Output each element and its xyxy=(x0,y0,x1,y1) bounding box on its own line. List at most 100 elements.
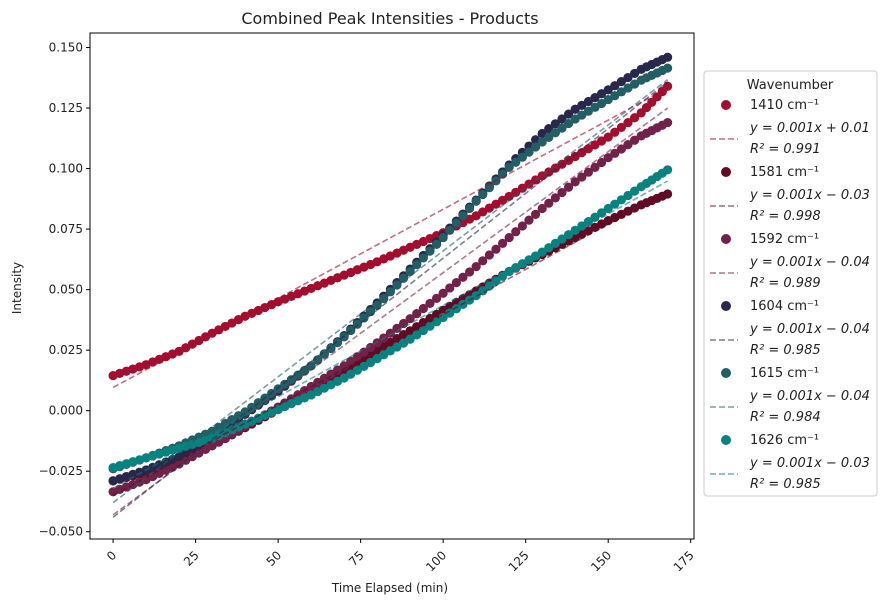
legend-marker xyxy=(721,234,731,244)
legend: Wavenumber 1410 cm⁻¹ y = 0.001x + 0.01 R² … xyxy=(703,70,878,497)
legend-fit-equation: y = 0.001x − 0.03 xyxy=(749,188,870,203)
plot-area xyxy=(89,32,695,540)
data-point xyxy=(511,227,521,237)
legend-marker xyxy=(721,435,731,445)
data-point xyxy=(471,262,481,272)
data-point xyxy=(557,114,567,124)
data-point xyxy=(326,343,336,354)
legend-entry-2: 1592 cm⁻¹ y = 0.001x − 0.04 R² = 0.989 xyxy=(710,232,870,291)
data-point xyxy=(563,118,574,129)
data-point xyxy=(544,124,554,134)
data-point xyxy=(583,167,593,177)
data-point xyxy=(663,81,673,91)
series-layer xyxy=(108,52,673,518)
y-tick-label: −0.050 xyxy=(39,525,83,539)
data-point xyxy=(623,140,633,150)
data-point xyxy=(332,338,343,348)
data-point xyxy=(629,68,640,79)
data-point xyxy=(445,225,455,235)
data-point xyxy=(603,153,613,163)
data-point xyxy=(451,304,461,314)
data-point xyxy=(663,52,673,62)
legend-marker xyxy=(721,368,731,378)
data-point xyxy=(544,132,554,142)
data-point xyxy=(319,349,329,359)
data-point xyxy=(663,117,673,128)
data-point xyxy=(663,63,673,73)
y-tick-label: 0.050 xyxy=(49,283,83,297)
legend-fit-equation: y = 0.001x − 0.04 xyxy=(749,255,870,270)
data-point xyxy=(563,182,574,192)
data-point xyxy=(392,323,402,333)
data-point xyxy=(352,352,362,362)
data-point xyxy=(504,162,514,172)
legend-fit-r2: R² = 0.984 xyxy=(750,410,821,425)
data-point xyxy=(412,260,422,270)
data-point xyxy=(504,191,514,202)
legend-box xyxy=(703,70,878,497)
data-point xyxy=(451,278,461,288)
legend-fit-equation: y = 0.001x − 0.03 xyxy=(749,456,870,471)
fit-line-1 xyxy=(112,190,668,497)
data-point xyxy=(524,147,534,157)
data-point xyxy=(497,238,508,248)
legend-entry-5: 1626 cm⁻¹ y = 0.001x − 0.03 R² = 0.985 xyxy=(710,433,870,492)
data-point xyxy=(537,247,547,257)
legend-fit-r2: R² = 0.985 xyxy=(750,343,821,358)
legend-fit-equation: y = 0.001x − 0.04 xyxy=(749,322,870,337)
legend-entry-3: 1604 cm⁻¹ y = 0.001x − 0.04 R² = 0.985 xyxy=(710,299,870,358)
x-tick-label: 0 xyxy=(104,548,119,563)
data-point xyxy=(471,196,481,206)
data-point xyxy=(412,309,422,319)
data-point xyxy=(405,334,415,344)
data-point xyxy=(629,186,640,196)
data-point xyxy=(491,276,501,286)
data-point xyxy=(478,189,488,200)
fit-line-0 xyxy=(112,87,668,389)
legend-series-name: 1604 cm⁻¹ xyxy=(750,299,819,314)
data-point xyxy=(425,298,435,309)
legend-fit-equation: y = 0.001x + 0.01 xyxy=(749,121,870,136)
data-point xyxy=(504,232,514,243)
data-point xyxy=(445,283,455,293)
data-point xyxy=(293,370,303,380)
data-point xyxy=(603,203,613,214)
data-point xyxy=(405,266,415,277)
data-point xyxy=(550,128,560,138)
y-tick-label: 0.100 xyxy=(49,162,83,176)
fit-line-5 xyxy=(112,180,668,489)
data-point xyxy=(557,187,567,198)
data-point xyxy=(372,300,382,310)
fit-line-3 xyxy=(112,81,669,518)
data-point xyxy=(550,193,560,203)
legend-series-name: 1410 cm⁻¹ xyxy=(750,98,819,113)
legend-entry-0: 1410 cm⁻¹ y = 0.001x + 0.01 R² = 0.991 xyxy=(710,98,870,157)
data-point xyxy=(663,165,673,175)
data-point xyxy=(484,281,494,291)
data-point xyxy=(596,157,607,168)
data-point xyxy=(517,152,527,162)
data-point xyxy=(530,142,541,152)
data-point xyxy=(550,119,560,129)
data-point xyxy=(563,109,574,119)
data-point xyxy=(418,325,428,336)
data-point xyxy=(372,338,382,348)
data-point xyxy=(524,179,534,189)
x-tick-label: 175 xyxy=(671,548,697,574)
data-point xyxy=(610,148,620,158)
data-point xyxy=(623,190,633,201)
data-point xyxy=(425,246,435,256)
y-tick-label: 0.025 xyxy=(49,343,83,357)
data-point xyxy=(431,293,442,303)
data-point xyxy=(451,218,461,228)
x-tick-label: 100 xyxy=(423,548,449,574)
data-point xyxy=(596,208,607,218)
data-point xyxy=(629,135,640,145)
y-tick-label: −0.025 xyxy=(39,464,83,478)
y-tick-label: 0.150 xyxy=(49,41,83,55)
data-point xyxy=(332,365,343,375)
data-point xyxy=(570,177,580,187)
x-tick-label: 50 xyxy=(264,548,285,569)
